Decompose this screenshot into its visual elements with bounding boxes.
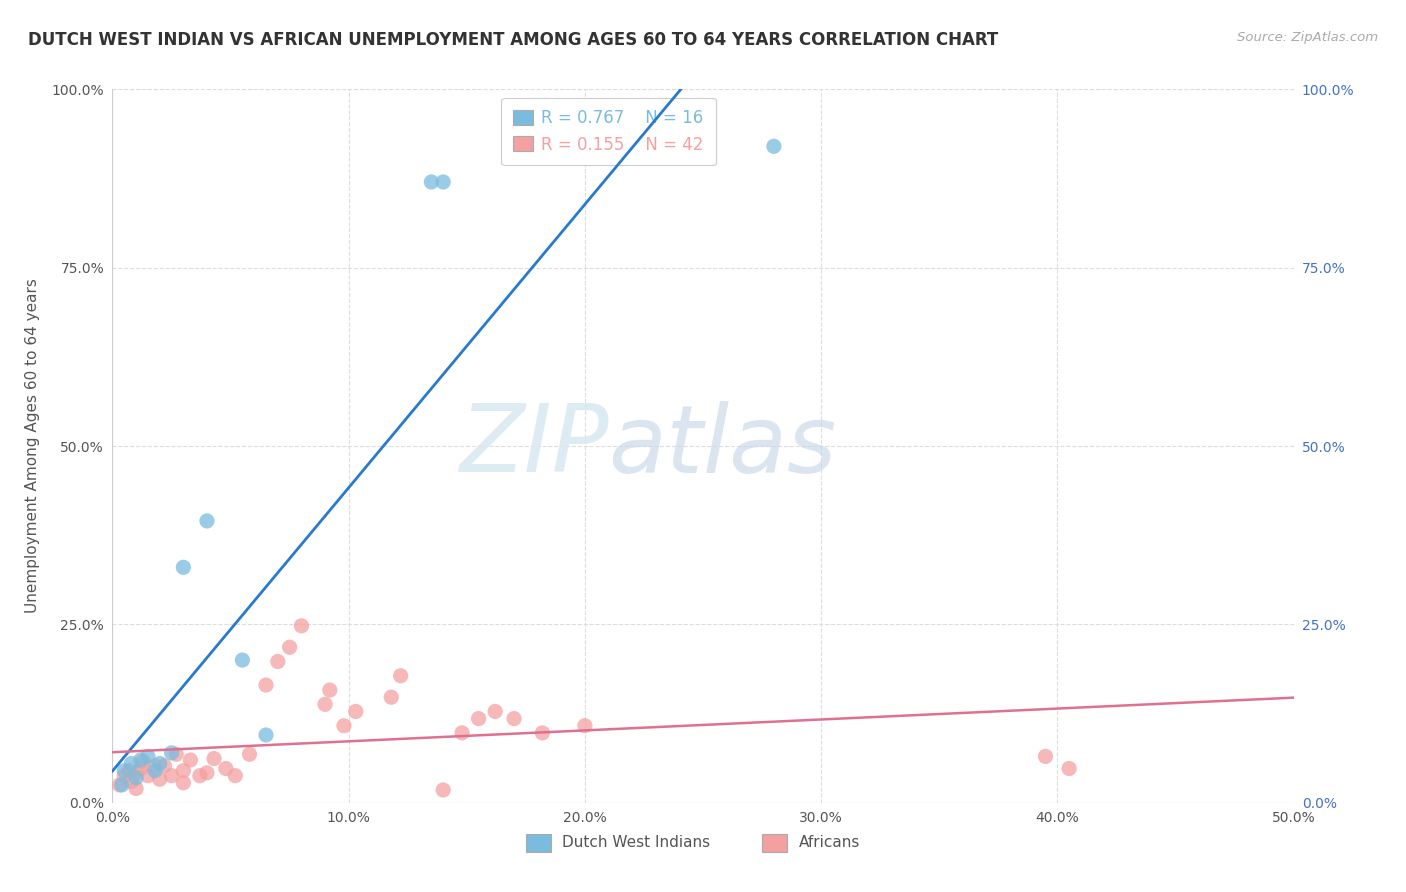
Point (380, 690, 402, 705)
Point (172, 764, 194, 778)
Point (484, 705, 506, 719)
Y-axis label: Unemployment Among Ages 60 to 64 years: Unemployment Among Ages 60 to 64 years (25, 278, 41, 614)
Point (432, 783, 454, 797)
Point (420, 175, 443, 189)
Point (108, 778, 131, 792)
Point (136, 749, 159, 764)
Point (179, 753, 201, 767)
Legend: R = 0.767    N = 16, R = 0.155    N = 42: R = 0.767 N = 16, R = 0.155 N = 42 (502, 97, 716, 165)
Point (267, 655, 290, 669)
Text: DUTCH WEST INDIAN VS AFRICAN UNEMPLOYMENT AMONG AGES 60 TO 64 YEARS CORRELATION : DUTCH WEST INDIAN VS AFRICAN UNEMPLOYMEN… (28, 31, 998, 49)
Point (278, 640, 301, 655)
Text: Africans: Africans (799, 836, 860, 850)
Point (172, 776, 194, 790)
Point (195, 765, 218, 780)
Point (120, 774, 142, 789)
Point (432, 175, 454, 189)
Point (125, 781, 148, 796)
Point (503, 712, 526, 726)
Point (149, 772, 172, 787)
Point (254, 678, 277, 692)
Point (574, 719, 596, 733)
Point (254, 728, 277, 742)
Point (314, 698, 336, 712)
Point (290, 619, 312, 633)
Point (125, 765, 148, 780)
Text: Source: ZipAtlas.com: Source: ZipAtlas.com (1237, 31, 1378, 45)
Point (344, 705, 367, 719)
Point (215, 762, 238, 776)
Point (1035, 749, 1057, 764)
Text: ZIP: ZIP (458, 401, 609, 491)
Point (111, 778, 134, 792)
Point (153, 758, 176, 772)
Point (467, 712, 489, 726)
Point (129, 753, 152, 767)
Point (125, 771, 148, 785)
Point (188, 769, 211, 783)
Text: Dutch West Indians: Dutch West Indians (562, 836, 710, 850)
Point (1057, 762, 1080, 776)
Point (319, 683, 342, 698)
Point (143, 764, 166, 778)
Point (389, 669, 412, 683)
Point (132, 755, 155, 769)
Point (195, 514, 218, 528)
Point (451, 726, 474, 740)
Point (762, 139, 785, 153)
Point (120, 756, 142, 771)
Point (172, 560, 194, 574)
Point (129, 762, 152, 776)
Point (202, 751, 225, 765)
Point (149, 756, 172, 771)
Point (333, 719, 356, 733)
Point (231, 653, 253, 667)
Point (160, 746, 183, 760)
Point (165, 747, 187, 762)
Point (238, 747, 260, 762)
Point (118, 764, 141, 778)
Point (112, 769, 135, 783)
Point (160, 769, 183, 783)
Text: atlas: atlas (609, 401, 837, 491)
Point (112, 764, 135, 778)
Point (224, 769, 246, 783)
Point (136, 769, 159, 783)
Point (143, 758, 166, 772)
Point (531, 726, 554, 740)
